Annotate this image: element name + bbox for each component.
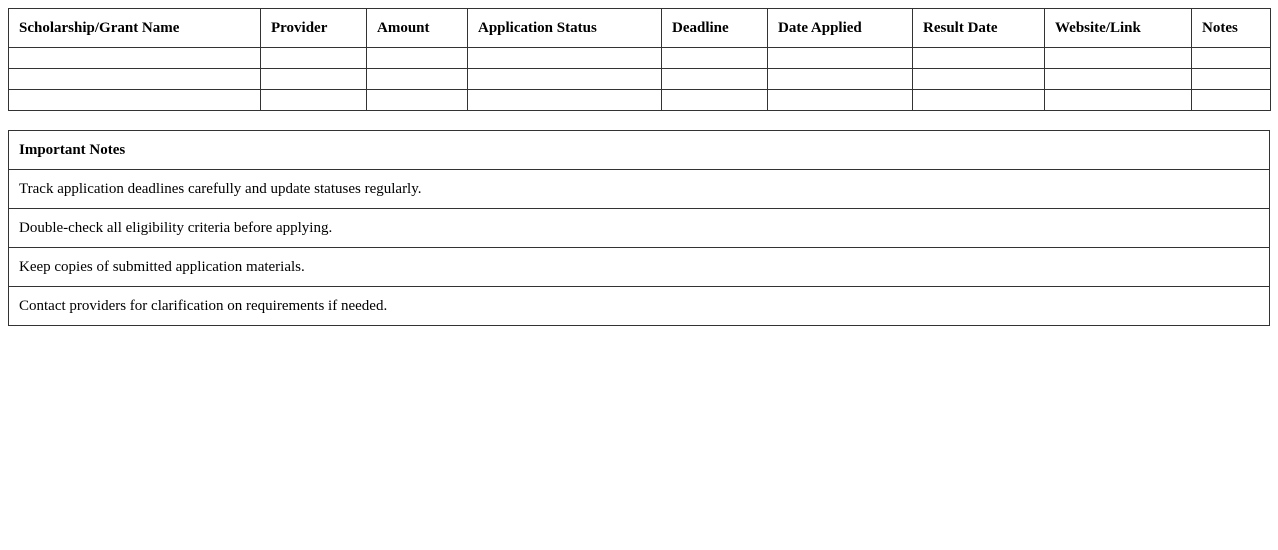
table-row (8, 47, 1271, 69)
note-item: Double-check all eligibility criteria be… (8, 208, 1270, 248)
important-notes-table: Important Notes Track application deadli… (8, 130, 1270, 326)
col-header-provider: Provider (260, 8, 367, 48)
table-cell[interactable] (366, 47, 468, 69)
table-cell[interactable] (912, 47, 1045, 69)
table-cell[interactable] (1044, 68, 1192, 90)
table-cell[interactable] (8, 89, 261, 111)
col-header-status: Application Status (467, 8, 662, 48)
table-cell[interactable] (1191, 68, 1271, 90)
table-cell[interactable] (366, 68, 468, 90)
table-cell[interactable] (260, 68, 367, 90)
header-row: Scholarship/Grant Name Provider Amount A… (8, 8, 1271, 48)
table-cell[interactable] (1044, 89, 1192, 111)
col-header-notes: Notes (1191, 8, 1271, 48)
table-cell[interactable] (912, 68, 1045, 90)
table-cell[interactable] (1191, 47, 1271, 69)
col-header-amount: Amount (366, 8, 468, 48)
note-item: Contact providers for clarification on r… (8, 286, 1270, 326)
col-header-deadline: Deadline (661, 8, 768, 48)
table-row (8, 89, 1271, 111)
table-cell[interactable] (260, 89, 367, 111)
table-cell[interactable] (1191, 89, 1271, 111)
col-header-result-date: Result Date (912, 8, 1045, 48)
scholarship-tracker-table: Scholarship/Grant Name Provider Amount A… (8, 8, 1271, 111)
table-cell[interactable] (767, 89, 913, 111)
table-cell[interactable] (912, 89, 1045, 111)
table-cell[interactable] (467, 47, 662, 69)
table-cell[interactable] (366, 89, 468, 111)
table-cell[interactable] (8, 68, 261, 90)
table-row (8, 68, 1271, 90)
table-cell[interactable] (467, 89, 662, 111)
table-cell[interactable] (467, 68, 662, 90)
table-cell[interactable] (260, 47, 367, 69)
table-cell[interactable] (1044, 47, 1192, 69)
table-cell[interactable] (661, 68, 768, 90)
col-header-date-applied: Date Applied (767, 8, 913, 48)
table-cell[interactable] (767, 68, 913, 90)
col-header-name: Scholarship/Grant Name (8, 8, 261, 48)
col-header-website: Website/Link (1044, 8, 1192, 48)
table-cell[interactable] (8, 47, 261, 69)
note-item: Track application deadlines carefully an… (8, 169, 1270, 209)
table-cell[interactable] (661, 47, 768, 69)
note-item: Keep copies of submitted application mat… (8, 247, 1270, 287)
table-cell[interactable] (767, 47, 913, 69)
notes-title: Important Notes (8, 130, 1270, 170)
table-cell[interactable] (661, 89, 768, 111)
